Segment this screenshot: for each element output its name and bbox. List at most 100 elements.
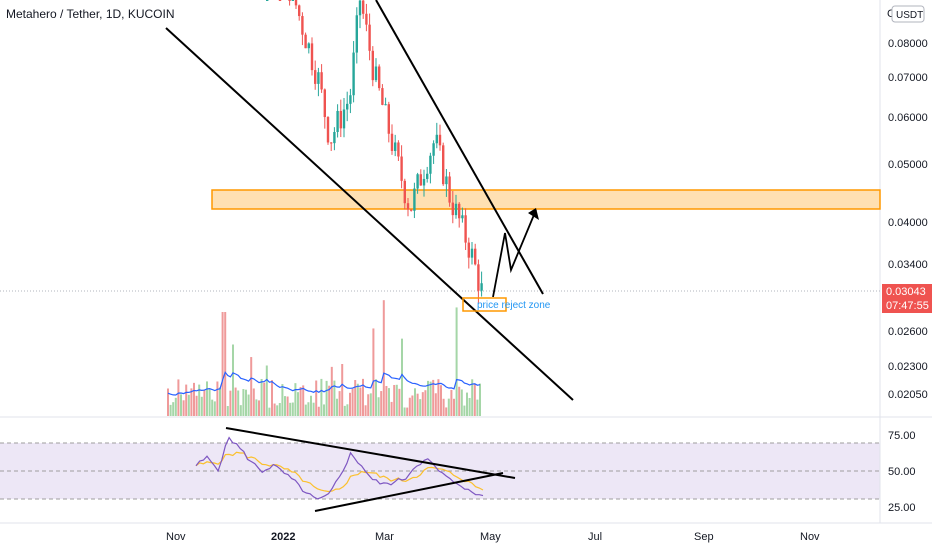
candle-body: [288, 0, 291, 1]
candle-body: [387, 104, 390, 134]
volume-bar: [476, 399, 479, 416]
projection-path[interactable]: [492, 209, 537, 298]
resistance-zone[interactable]: [211, 189, 881, 210]
volume-bar: [180, 394, 182, 416]
volume-bar: [434, 393, 437, 416]
volume-bar: [447, 398, 450, 416]
volume-bar: [372, 328, 375, 416]
candle-body: [307, 43, 310, 49]
candle-body: [278, 0, 282, 1]
volume-bar: [429, 381, 432, 416]
volume-bar: [424, 390, 427, 416]
descending-support-line[interactable]: [165, 27, 574, 401]
volume-bar: [349, 392, 351, 416]
volume-bar: [341, 364, 344, 416]
volume-bar: [460, 389, 463, 416]
currency-cut-label: C: [887, 8, 895, 20]
volume-bar: [286, 396, 289, 416]
volume-bar: [247, 394, 250, 416]
candle-body: [422, 178, 426, 186]
volume-bar: [328, 385, 331, 416]
volume-bar: [351, 388, 354, 416]
volume-bar: [289, 402, 292, 416]
symbol-title[interactable]: Metahero / Tether, 1D, KUCOIN: [6, 7, 175, 21]
candle-body: [406, 203, 410, 210]
volume-bars: [167, 300, 481, 416]
candle-body: [413, 188, 416, 211]
volume-bar: [401, 338, 403, 416]
volume-bar: [237, 390, 240, 416]
volume-bar: [354, 380, 357, 416]
time-axis[interactable]: Nov 2022 Mar May Jul Sep Nov: [166, 531, 820, 543]
candle-body: [349, 95, 352, 104]
volume-bar: [406, 407, 409, 416]
candle-body: [384, 104, 387, 106]
descending-resistance-line[interactable]: [375, 0, 544, 295]
candle-body: [362, 0, 365, 14]
candle-body: [336, 110, 339, 132]
candle-body: [330, 142, 333, 144]
volume-bar: [393, 384, 396, 416]
reject-zone-box[interactable]: [462, 297, 507, 312]
volume-bar: [172, 402, 175, 416]
time-tick: Nov: [800, 531, 820, 543]
volume-bar: [252, 388, 255, 416]
volume-bar: [336, 398, 338, 416]
volume-bar: [221, 312, 224, 416]
volume-bar: [395, 384, 398, 416]
volume-bar: [224, 312, 227, 416]
candle-body: [326, 117, 330, 143]
volume-bar: [390, 401, 393, 416]
price-tick: 0.08000: [888, 38, 928, 50]
volume-bar: [312, 402, 315, 416]
reject-zone-label: price reject zone: [477, 300, 551, 311]
volume-bar: [367, 394, 370, 416]
volume-bar: [356, 383, 359, 416]
volume-bar: [263, 382, 266, 416]
candle-body: [342, 109, 346, 129]
volume-bar: [273, 403, 276, 416]
volume-bar: [258, 400, 260, 416]
volume-bar: [338, 391, 341, 416]
volume-bar: [187, 394, 190, 416]
candle-body: [403, 180, 406, 204]
volume-bar: [268, 407, 271, 416]
price-tick: 0.03400: [888, 259, 928, 271]
rsi-upper-trendline[interactable]: [225, 427, 516, 479]
candle-body: [464, 215, 467, 243]
volume-bar: [294, 383, 297, 416]
projection-arrowhead: [528, 208, 539, 220]
rsi-axis[interactable]: 75.00 50.00 25.00: [888, 430, 916, 514]
current-price-badge: [882, 284, 932, 313]
volume-bar: [416, 393, 419, 416]
volume-bar: [466, 392, 468, 416]
price-axis[interactable]: 0.08000 0.07000 0.06000 0.05000 0.04000 …: [888, 38, 928, 401]
time-tick: Mar: [375, 531, 394, 543]
volume-bar: [333, 380, 336, 416]
volume-bar: [208, 388, 211, 416]
candle-body: [339, 110, 342, 129]
price-tick: 0.06000: [888, 112, 928, 124]
volume-bar: [408, 397, 411, 416]
volume-bar: [211, 399, 214, 416]
candle-body: [470, 248, 474, 258]
volume-bar: [297, 392, 299, 416]
volume-bar: [317, 406, 320, 416]
currency-badge[interactable]: [891, 5, 925, 23]
candle-body: [266, 0, 269, 1]
volume-bar: [250, 357, 253, 416]
volume-bar: [442, 398, 445, 416]
volume-bar: [245, 389, 247, 416]
volume-bar: [346, 404, 349, 416]
candle-body: [317, 72, 320, 84]
rsi-line: [195, 436, 484, 500]
candle-body: [291, 0, 294, 1]
candle-body: [381, 88, 384, 105]
candle-body: [358, 0, 362, 16]
rsi-lower-trendline[interactable]: [314, 472, 504, 512]
volume-bar: [419, 399, 422, 416]
volume-bar: [206, 381, 208, 416]
volume-bar: [445, 407, 448, 416]
volume-bar: [242, 389, 245, 416]
